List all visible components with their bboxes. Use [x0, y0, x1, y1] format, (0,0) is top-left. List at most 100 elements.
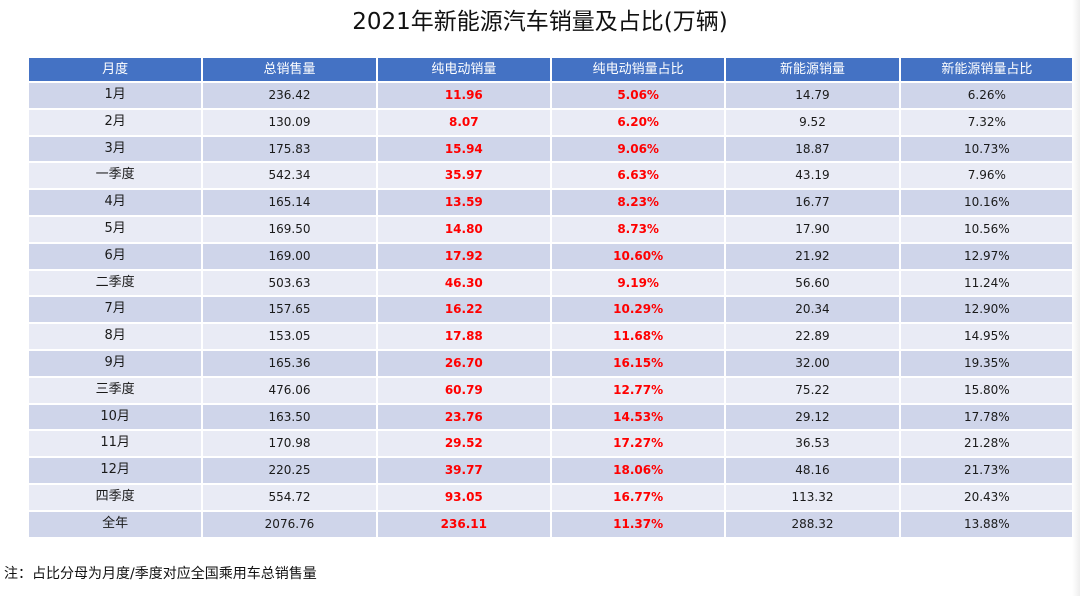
table-row: 2月 130.09 8.07 6.20% 9.52 7.32%: [29, 109, 1073, 135]
cell-bev-share: 6.20%: [551, 109, 725, 135]
cell-total-sales: 542.34: [203, 163, 376, 189]
cell-nev-share: 10.73%: [900, 136, 1073, 162]
cell-month: 1月: [29, 83, 202, 108]
table-row: 1月 236.42 11.96 5.06% 14.79 6.26%: [29, 83, 1073, 108]
cell-nev-sales: 56.60: [726, 270, 899, 296]
cell-total-sales: 169.50: [203, 216, 376, 242]
cell-bev-share: 5.06%: [551, 83, 725, 108]
cell-month: 12月: [29, 458, 202, 483]
cell-nev-sales: 20.34: [726, 297, 899, 323]
cell-bev-share: 9.19%: [551, 270, 725, 296]
cell-total-sales: 554.72: [203, 484, 376, 510]
cell-bev-sales: 26.70: [377, 350, 550, 376]
cell-nev-share: 12.90%: [900, 297, 1073, 323]
cell-nev-sales: 48.16: [726, 458, 899, 483]
cell-nev-sales: 18.87: [726, 136, 899, 162]
cell-bev-sales: 60.79: [377, 377, 550, 403]
cell-nev-share: 7.96%: [900, 163, 1073, 189]
sales-table-container: 月度 总销售量 纯电动销量 纯电动销量占比 新能源销量 新能源销量占比 1月 23…: [27, 56, 1075, 539]
table-row: 三季度 476.06 60.79 12.77% 75.22 15.80%: [29, 377, 1073, 403]
cell-total-sales: 236.42: [203, 83, 376, 108]
cell-nev-share: 10.56%: [900, 216, 1073, 242]
cell-month: 5月: [29, 216, 202, 242]
cell-nev-share: 15.80%: [900, 377, 1073, 403]
table-row: 7月 157.65 16.22 10.29% 20.34 12.90%: [29, 297, 1073, 323]
table-row: 四季度 554.72 93.05 16.77% 113.32 20.43%: [29, 484, 1073, 510]
cell-nev-sales: 17.90: [726, 216, 899, 242]
table-row: 10月 163.50 23.76 14.53% 29.12 17.78%: [29, 404, 1073, 430]
header-nev-sales: 新能源销量: [726, 58, 899, 81]
cell-bev-sales: 13.59: [377, 190, 550, 215]
cell-total-sales: 175.83: [203, 136, 376, 162]
cell-month: 9月: [29, 350, 202, 376]
cell-month: 3月: [29, 136, 202, 162]
table-row: 4月 165.14 13.59 8.23% 16.77 10.16%: [29, 190, 1073, 215]
cell-total-sales: 130.09: [203, 109, 376, 135]
cell-bev-sales: 29.52: [377, 431, 550, 457]
cell-month: 一季度: [29, 163, 202, 189]
cell-nev-sales: 21.92: [726, 243, 899, 269]
cell-nev-sales: 113.32: [726, 484, 899, 510]
cell-month: 10月: [29, 404, 202, 430]
cell-total-sales: 165.14: [203, 190, 376, 215]
table-row: 全年 2076.76 236.11 11.37% 288.32 13.88%: [29, 511, 1073, 537]
cell-bev-sales: 8.07: [377, 109, 550, 135]
cell-month: 7月: [29, 297, 202, 323]
cell-nev-share: 10.16%: [900, 190, 1073, 215]
cell-total-sales: 153.05: [203, 324, 376, 349]
cell-bev-share: 18.06%: [551, 458, 725, 483]
cell-total-sales: 157.65: [203, 297, 376, 323]
cell-bev-sales: 46.30: [377, 270, 550, 296]
cell-month: 全年: [29, 511, 202, 537]
cell-bev-sales: 16.22: [377, 297, 550, 323]
cell-month: 8月: [29, 324, 202, 349]
cell-nev-share: 12.97%: [900, 243, 1073, 269]
cell-bev-share: 11.37%: [551, 511, 725, 537]
cell-month: 四季度: [29, 484, 202, 510]
cell-bev-share: 12.77%: [551, 377, 725, 403]
cell-nev-share: 19.35%: [900, 350, 1073, 376]
cell-bev-share: 14.53%: [551, 404, 725, 430]
page-edge-shadow: [1072, 0, 1080, 596]
cell-bev-share: 9.06%: [551, 136, 725, 162]
cell-nev-sales: 22.89: [726, 324, 899, 349]
cell-nev-sales: 14.79: [726, 83, 899, 108]
cell-nev-share: 21.73%: [900, 458, 1073, 483]
cell-bev-share: 10.60%: [551, 243, 725, 269]
cell-nev-share: 6.26%: [900, 83, 1073, 108]
cell-month: 三季度: [29, 377, 202, 403]
cell-bev-sales: 17.88: [377, 324, 550, 349]
cell-nev-sales: 75.22: [726, 377, 899, 403]
cell-bev-share: 11.68%: [551, 324, 725, 349]
table-row: 11月 170.98 29.52 17.27% 36.53 21.28%: [29, 431, 1073, 457]
cell-nev-share: 11.24%: [900, 270, 1073, 296]
cell-month: 6月: [29, 243, 202, 269]
cell-bev-share: 6.63%: [551, 163, 725, 189]
cell-nev-sales: 32.00: [726, 350, 899, 376]
cell-bev-sales: 14.80: [377, 216, 550, 242]
table-header-row: 月度 总销售量 纯电动销量 纯电动销量占比 新能源销量 新能源销量占比: [29, 58, 1073, 81]
cell-bev-sales: 11.96: [377, 83, 550, 108]
cell-bev-sales: 35.97: [377, 163, 550, 189]
cell-total-sales: 163.50: [203, 404, 376, 430]
header-bev-share: 纯电动销量占比: [551, 58, 725, 81]
cell-total-sales: 220.25: [203, 458, 376, 483]
cell-bev-sales: 15.94: [377, 136, 550, 162]
cell-nev-share: 13.88%: [900, 511, 1073, 537]
table-row: 一季度 542.34 35.97 6.63% 43.19 7.96%: [29, 163, 1073, 189]
cell-bev-share: 8.73%: [551, 216, 725, 242]
cell-nev-share: 20.43%: [900, 484, 1073, 510]
footnote: 注：占比分母为月度/季度对应全国乘用车总销售量: [4, 566, 317, 582]
cell-total-sales: 476.06: [203, 377, 376, 403]
header-bev-sales: 纯电动销量: [377, 58, 550, 81]
cell-bev-sales: 23.76: [377, 404, 550, 430]
table-row: 3月 175.83 15.94 9.06% 18.87 10.73%: [29, 136, 1073, 162]
cell-nev-sales: 16.77: [726, 190, 899, 215]
table-body: 1月 236.42 11.96 5.06% 14.79 6.26% 2月 130.09 8.07…: [29, 83, 1073, 537]
page-title: 2021年新能源汽车销量及占比(万辆): [352, 9, 728, 35]
cell-total-sales: 170.98: [203, 431, 376, 457]
cell-nev-share: 17.78%: [900, 404, 1073, 430]
cell-nev-share: 21.28%: [900, 431, 1073, 457]
cell-bev-share: 16.15%: [551, 350, 725, 376]
table-row: 12月 220.25 39.77 18.06% 48.16 21.73%: [29, 458, 1073, 483]
